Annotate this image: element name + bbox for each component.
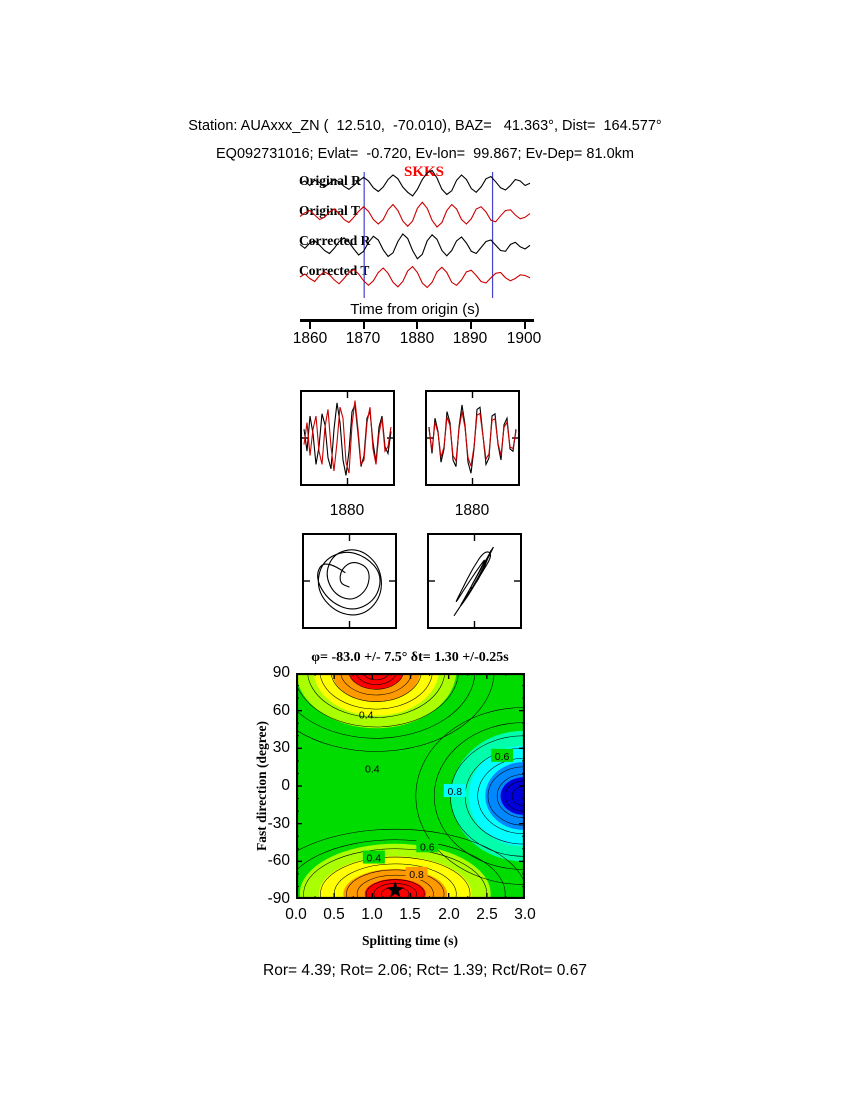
fast-direction-tick-label: 30 — [272, 739, 290, 756]
window-tick-label-right: 1880 — [454, 502, 490, 519]
window-waveform-plot-original — [302, 392, 393, 484]
splitting-time-tick-label: 2.0 — [438, 906, 460, 923]
window-waveform-plot-corrected — [427, 392, 518, 484]
window-waveform-box-corrected — [425, 390, 520, 486]
time-tick-label: 1890 — [452, 330, 488, 347]
particle-motion-plot-original — [304, 535, 395, 627]
trace-label-corrected-r: Corrected R — [299, 233, 371, 248]
svg-text:0.4: 0.4 — [365, 763, 380, 775]
event-info-line: EQ092731016; Evlat= -0.720, Ev-lon= 99.8… — [216, 146, 634, 162]
splitting-time-tick-label: 2.5 — [476, 906, 498, 923]
fast-direction-tick-label: 0 — [281, 777, 290, 794]
misfit-contour-plot: 0.4 0.4 0.6 0.8 0.6 0.4 0.8 — [296, 673, 525, 899]
fast-direction-tick-label: -30 — [267, 815, 290, 832]
window-tick-label-left: 1880 — [329, 502, 365, 519]
time-axis-tick — [363, 322, 365, 329]
trace-label-corrected-t: Corrected T — [299, 263, 370, 278]
svg-text:0.4: 0.4 — [359, 709, 374, 721]
time-axis-tick — [309, 322, 311, 329]
time-axis-tick — [416, 322, 418, 329]
fast-direction-tick-label: 60 — [272, 702, 290, 719]
svg-text:0.6: 0.6 — [420, 841, 435, 853]
time-axis-line — [300, 319, 534, 322]
time-axis-tick — [470, 322, 472, 329]
time-axis-tick — [524, 322, 526, 329]
svg-text:0.4: 0.4 — [367, 853, 382, 865]
fast-direction-tick-label: -60 — [267, 852, 290, 869]
splitting-time-tick-label: 0.0 — [285, 906, 307, 923]
time-tick-label: 1870 — [345, 330, 381, 347]
splitting-time-tick-label: 1.5 — [399, 906, 421, 923]
phase-label: SKKS — [404, 164, 445, 180]
particle-motion-box-corrected — [427, 533, 522, 629]
particle-motion-box-original — [302, 533, 397, 629]
svg-text:0.8: 0.8 — [409, 869, 424, 881]
svg-text:0.6: 0.6 — [495, 751, 510, 763]
time-tick-label: 1900 — [506, 330, 542, 347]
splitting-time-tick-label: 3.0 — [514, 906, 536, 923]
result-summary: Ror= 4.39; Rot= 2.06; Rct= 1.39; Rct/Rot… — [263, 962, 587, 979]
fast-direction-tick-label: 90 — [272, 664, 290, 681]
splitting-time-tick-label: 0.5 — [323, 906, 345, 923]
station-info-line: Station: AUAxxx_ZN ( 12.510, -70.010), B… — [188, 118, 662, 134]
contour-x-axis-label: Splitting time (s) — [362, 933, 458, 948]
trace-label-original-r: Original R — [299, 173, 361, 188]
time-tick-label: 1860 — [292, 330, 328, 347]
time-axis-label: Time from origin (s) — [350, 301, 480, 318]
particle-motion-plot-corrected — [429, 535, 520, 627]
svg-text:0.8: 0.8 — [447, 786, 462, 798]
fast-direction-tick-label: -90 — [267, 890, 290, 907]
seismogram-plot — [299, 170, 531, 298]
result-title: φ= -83.0 +/- 7.5° δt= 1.30 +/-0.25s — [311, 650, 509, 665]
time-tick-label: 1880 — [399, 330, 435, 347]
window-waveform-box-original — [300, 390, 395, 486]
splitting-time-tick-label: 1.0 — [361, 906, 383, 923]
